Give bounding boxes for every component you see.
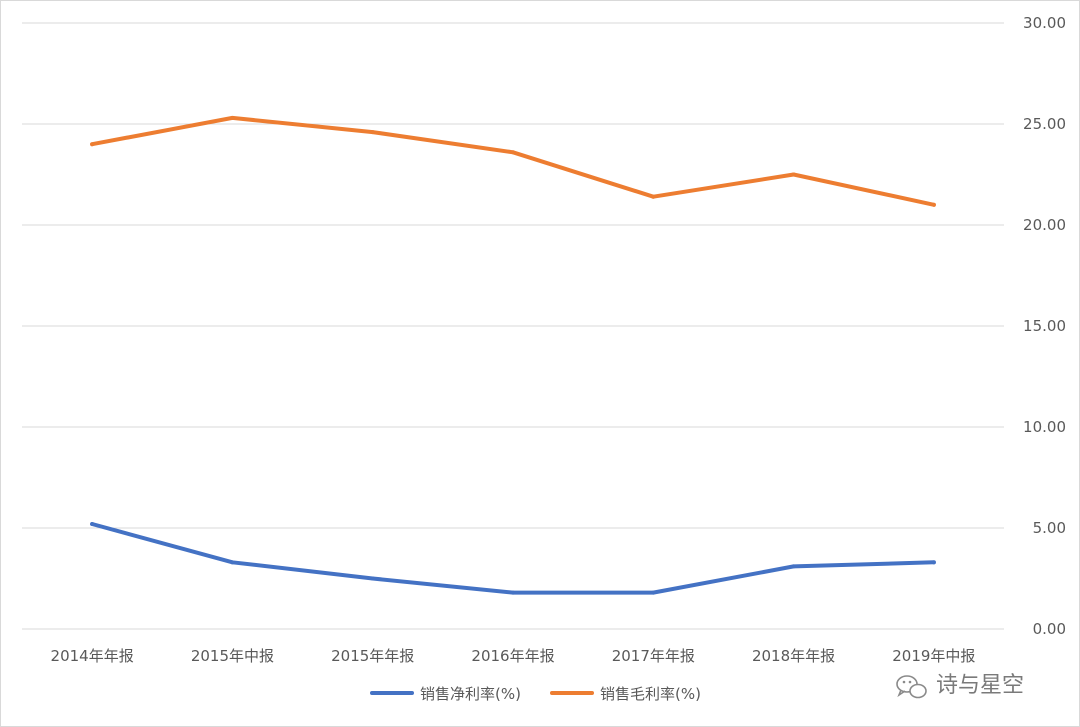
legend-label: 销售净利率(%) <box>420 685 521 703</box>
x-tick-label: 2015年中报 <box>191 647 274 665</box>
data-point <box>90 521 95 526</box>
data-point <box>511 590 515 595</box>
series-lines <box>90 115 936 595</box>
series-line-1 <box>90 115 936 207</box>
y-tick-label: 0.00 <box>1033 620 1066 638</box>
data-point <box>370 576 375 581</box>
x-tick-label: 2018年年报 <box>752 647 835 665</box>
data-point <box>791 564 796 569</box>
data-point <box>90 142 95 147</box>
data-point <box>931 202 936 207</box>
data-point <box>370 130 375 135</box>
x-tick-label: 2016年年报 <box>471 647 554 665</box>
x-tick-label: 2017年年报 <box>612 647 695 665</box>
data-point <box>931 560 936 565</box>
data-point <box>651 590 656 595</box>
legend: 销售净利率(%) 销售毛利率(%) <box>370 685 701 703</box>
legend-item-gross-margin[interactable]: 销售毛利率(%) <box>550 685 701 703</box>
data-point <box>511 150 515 155</box>
data-point <box>230 115 235 120</box>
data-point <box>230 560 235 565</box>
x-tick-label: 2015年年报 <box>331 647 414 665</box>
x-tick-label: 2019年中报 <box>892 647 975 665</box>
gridlines <box>22 22 1004 630</box>
y-axis-ticks: 0.00 5.00 10.00 15.00 20.00 25.00 30.00 <box>1023 14 1066 638</box>
x-tick-label: 2014年年报 <box>51 647 134 665</box>
y-tick-label: 30.00 <box>1023 14 1066 32</box>
y-tick-label: 5.00 <box>1033 519 1066 537</box>
data-point <box>791 172 796 177</box>
watermark: 诗与星空 <box>896 673 1024 699</box>
y-tick-label: 25.00 <box>1023 115 1066 133</box>
data-point <box>651 194 656 199</box>
y-tick-label: 10.00 <box>1023 418 1066 436</box>
legend-label: 销售毛利率(%) <box>600 685 701 703</box>
series-line-0 <box>90 522 936 595</box>
legend-item-net-margin[interactable]: 销售净利率(%) <box>370 685 521 703</box>
y-tick-label: 20.00 <box>1023 216 1066 234</box>
x-axis-ticks: 2014年年报 2015年中报 2015年年报 2016年年报 2017年年报 2018年… <box>51 647 976 665</box>
y-tick-label: 15.00 <box>1023 317 1066 335</box>
wechat-icon <box>896 675 927 699</box>
watermark-text: 诗与星空 <box>936 673 1024 698</box>
